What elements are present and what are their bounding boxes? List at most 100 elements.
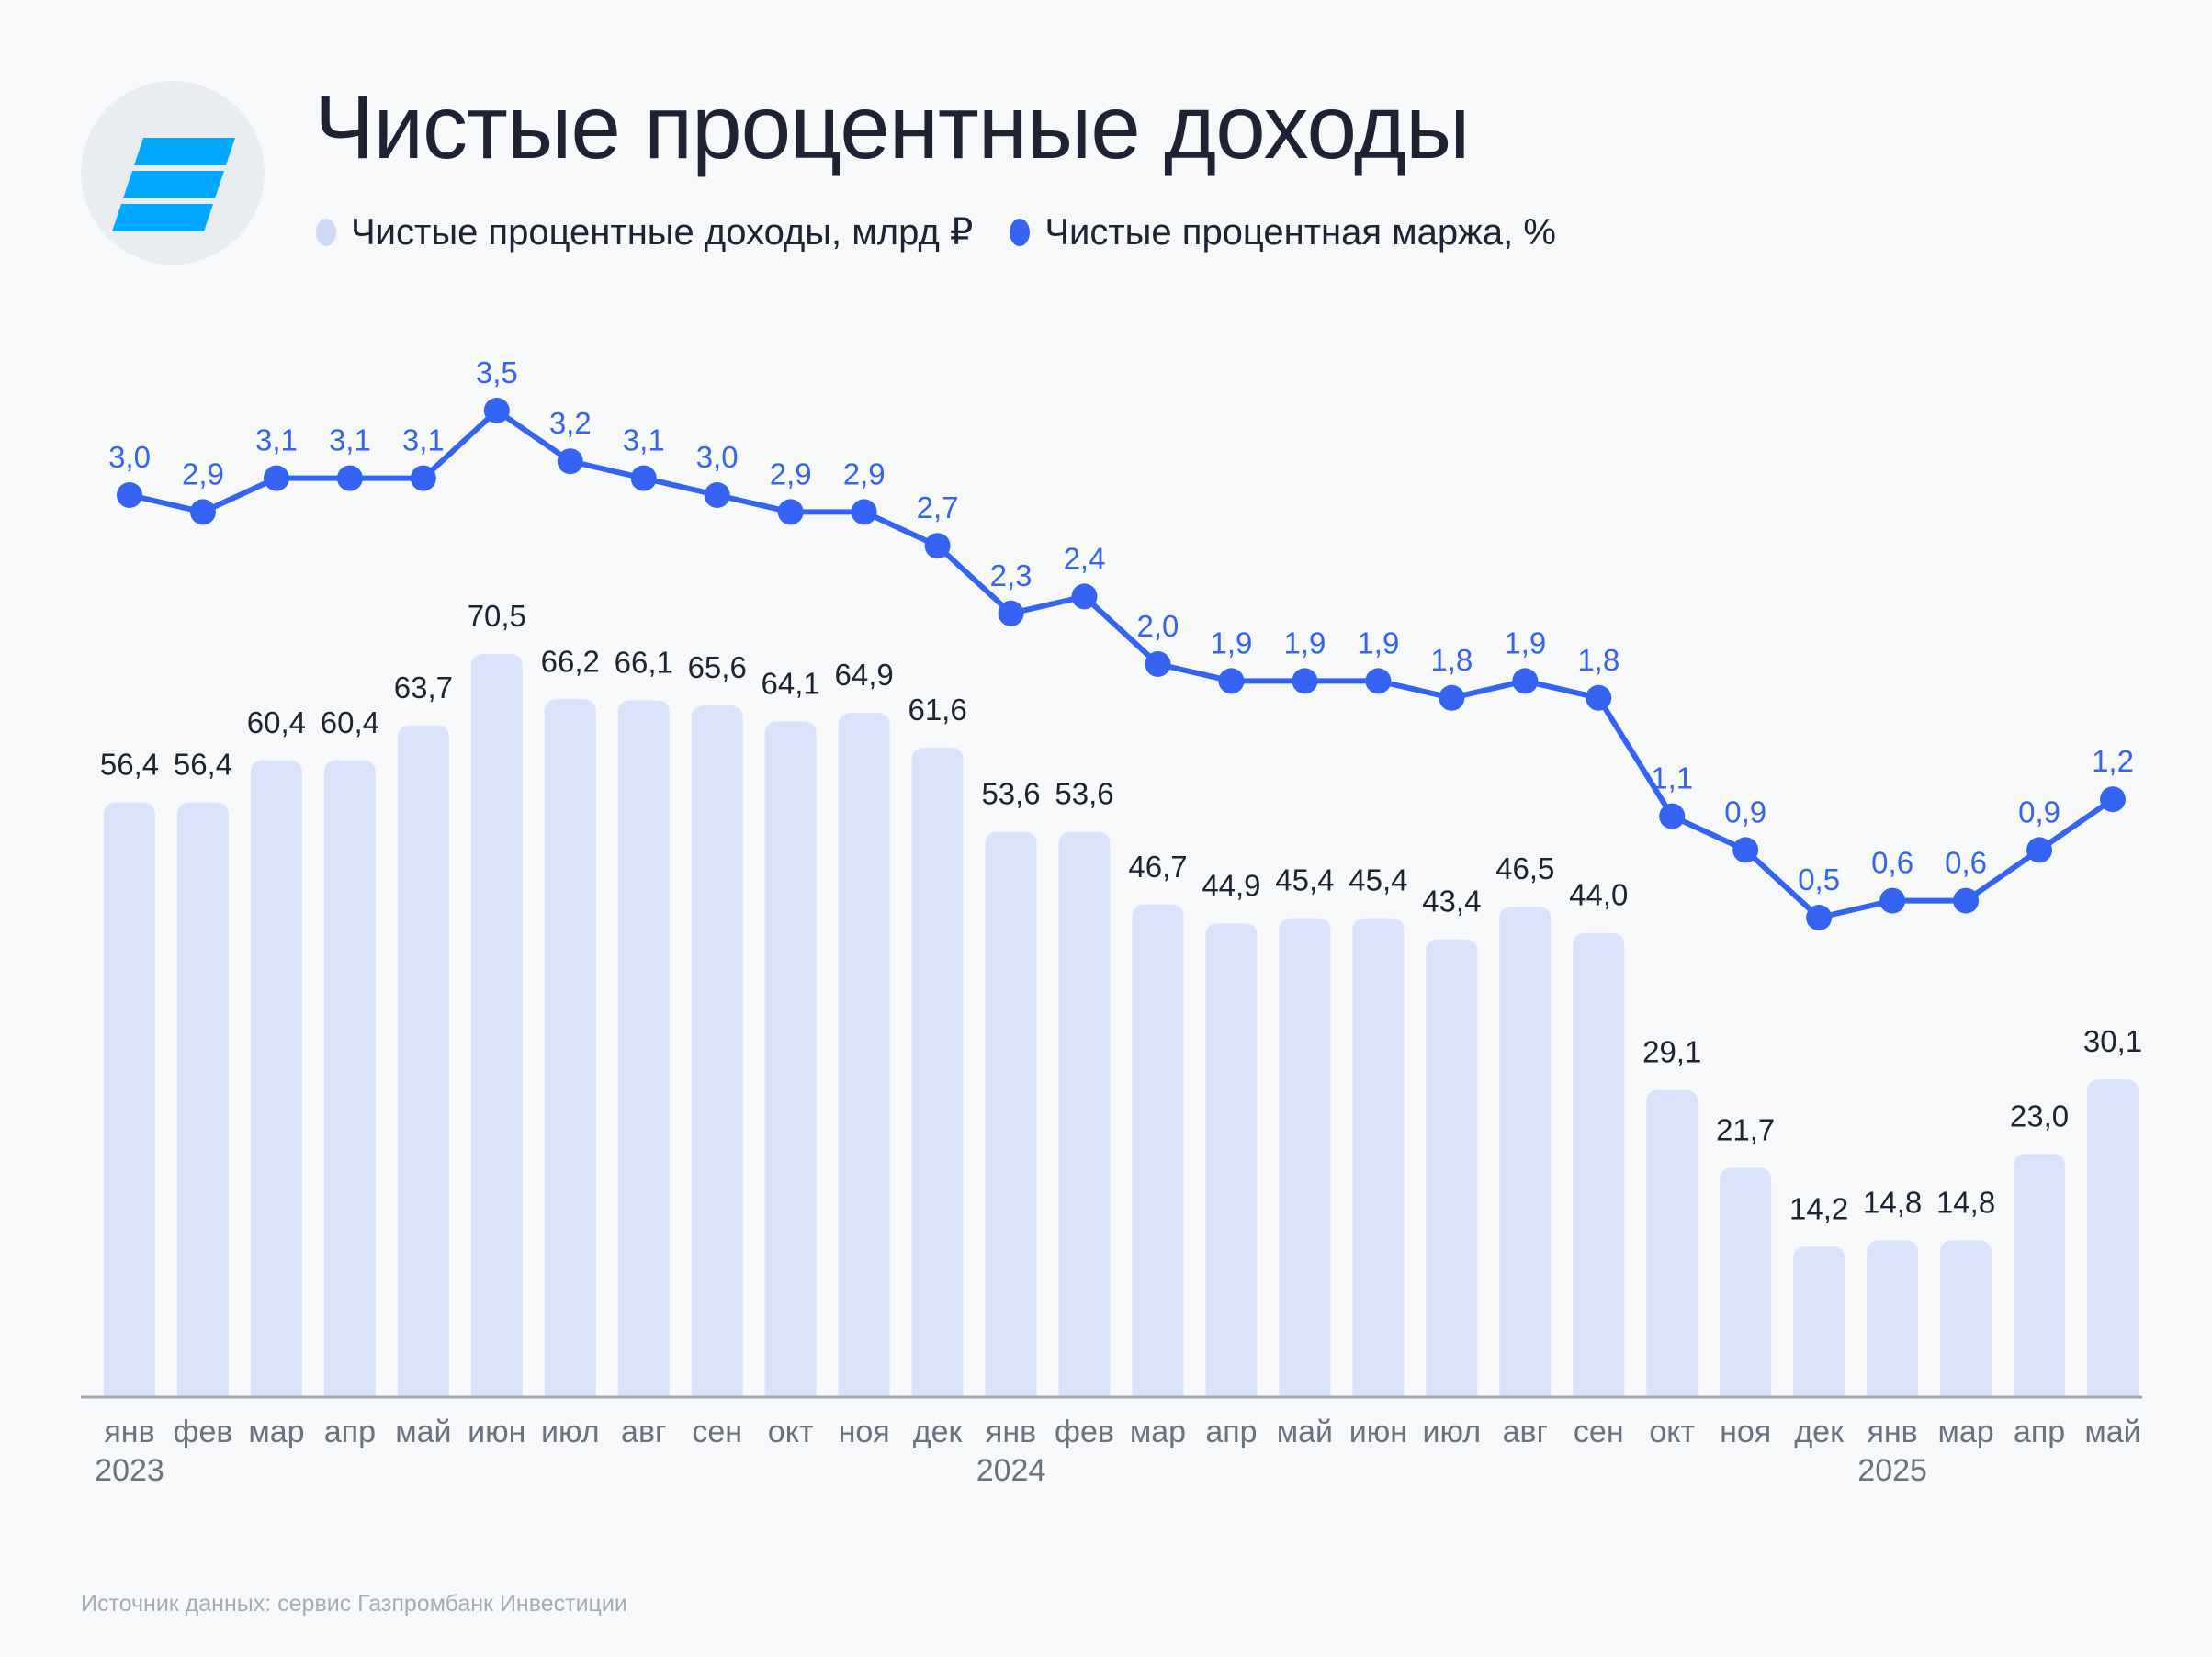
x-tick-label: фев [1055, 1415, 1114, 1449]
line-value-label: 2,0 [1137, 609, 1179, 643]
chart-legend: Чистые процентные доходы, млрд ₽ Чистые … [316, 211, 1593, 254]
line-point [924, 533, 951, 559]
line-value-label: 2,9 [770, 457, 812, 490]
line-point [1879, 887, 1906, 914]
line-value-label: 0,5 [1798, 862, 1840, 896]
x-tick-label: фев [173, 1415, 232, 1449]
line-value-label: 2,4 [1064, 541, 1106, 575]
line-value-label: 0,6 [1945, 846, 1987, 880]
line-point [1439, 684, 1465, 711]
bar-value-label: 45,4 [1275, 863, 1334, 897]
x-tick-label: дек [913, 1415, 964, 1449]
line-value-label: 3,2 [549, 406, 592, 440]
bar-value-label: 44,0 [1569, 878, 1628, 912]
bar-value-label: 14,8 [1936, 1185, 1995, 1219]
page-title: Чистые процентные доходы [314, 76, 1470, 177]
bar-value-label: 60,4 [247, 705, 306, 739]
bar [397, 725, 449, 1396]
legend-item-net-interest-income: Чистые процентные доходы, млрд ₽ [316, 211, 973, 254]
bar [617, 700, 670, 1396]
line-point [777, 499, 804, 525]
x-tick-label: окт [1649, 1415, 1695, 1449]
bar [1205, 923, 1258, 1396]
x-tick-label: апр [2014, 1415, 2065, 1449]
line-value-label: 3,1 [402, 423, 445, 457]
bar-series [104, 654, 2139, 1396]
bar-value-label: 56,4 [100, 748, 159, 782]
bar [1867, 1240, 1919, 1396]
bar [1573, 932, 1625, 1396]
bar [250, 760, 302, 1396]
bar [1279, 918, 1331, 1396]
bar-value-label: 66,2 [541, 644, 600, 678]
bar [691, 705, 743, 1396]
bar [2014, 1154, 2066, 1396]
bar-value-label: 43,4 [1422, 885, 1481, 919]
circle-dot-icon [1010, 219, 1031, 246]
x-tick-label: дек [1794, 1415, 1845, 1449]
bar-value-label: 64,1 [762, 666, 820, 700]
line-value-label: 2,9 [182, 457, 224, 490]
line-point [851, 499, 877, 525]
x-tick-label: май [395, 1415, 451, 1449]
line-point [630, 465, 657, 491]
bar-value-label: 70,5 [468, 599, 526, 633]
line-point [704, 482, 730, 508]
bar [1426, 939, 1478, 1396]
x-tick-label: янв [986, 1415, 1036, 1449]
year-label: 2023 [95, 1453, 164, 1488]
x-tick-label: июл [541, 1415, 600, 1449]
bar-value-label: 46,5 [1495, 851, 1554, 885]
line-value-label: 3,1 [623, 423, 665, 457]
line-value-label: 2,9 [843, 457, 886, 490]
line-points [117, 398, 2126, 930]
legend-label: Чистые процентная маржа, % [1044, 211, 1556, 253]
bar-value-label: 14,8 [1863, 1185, 1922, 1219]
line-point [483, 398, 510, 423]
bar [176, 802, 229, 1396]
line-point [1365, 668, 1392, 694]
line-point [1512, 668, 1539, 694]
x-tick-label: сен [1574, 1415, 1624, 1449]
bar [1058, 831, 1111, 1396]
bar [911, 748, 964, 1396]
bar [1720, 1167, 1772, 1396]
bar [838, 713, 890, 1396]
bar-value-label: 44,9 [1202, 868, 1260, 902]
line-data-labels: 3,0 2,9 3,1 3,1 3,1 3,5 3,2 3,1 3,0 2,9 2,9 2,7 2,3 2… [108, 355, 2134, 896]
line-value-label: 1,9 [1283, 626, 1326, 659]
line-point [1953, 887, 1980, 914]
year-labels: 2023 2024 2025 [95, 1453, 1927, 1488]
bar [985, 831, 1037, 1396]
bar-value-label: 23,0 [2010, 1099, 2069, 1133]
bar-value-label: 46,7 [1128, 850, 1187, 884]
logo [81, 81, 265, 265]
x-tick-label: сен [692, 1415, 742, 1449]
line-value-label: 1,9 [1357, 626, 1399, 659]
bar [470, 654, 523, 1396]
bar-value-label: 56,4 [174, 748, 232, 782]
x-tick-label: мар [248, 1415, 304, 1449]
bar-value-label: 63,7 [394, 671, 453, 705]
line-value-label: 1,1 [1651, 761, 1693, 795]
bar [1352, 918, 1405, 1396]
line-value-label: 1,9 [1211, 626, 1253, 659]
line-value-label: 1,8 [1430, 643, 1473, 677]
line-point [2026, 837, 2053, 863]
line-point [1586, 684, 1612, 711]
circle-dot-icon [316, 219, 336, 246]
line-point [1732, 837, 1759, 863]
x-tick-label: мар [1937, 1415, 1993, 1449]
bar-value-label: 14,2 [1789, 1191, 1848, 1225]
bar [1499, 907, 1552, 1396]
bar [323, 760, 376, 1396]
bar [1940, 1240, 1992, 1396]
bar [1132, 904, 1184, 1396]
line-value-label: 1,9 [1504, 626, 1546, 659]
line-point [336, 465, 363, 491]
x-tick-label: апр [324, 1415, 376, 1449]
line-point [117, 482, 142, 508]
line-value-label: 2,3 [990, 558, 1033, 592]
line-point [1806, 905, 1833, 930]
